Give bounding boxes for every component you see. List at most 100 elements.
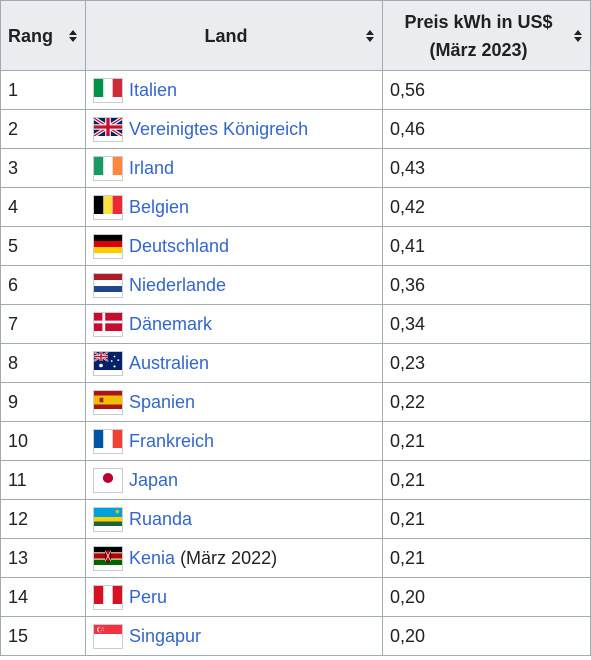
rang-column-header[interactable]: Rang [0,0,86,71]
country-link[interactable]: Deutschland [129,235,230,256]
country-link[interactable]: Frankreich [129,430,215,451]
rank-value: 9 [8,391,19,412]
price-cell: 0,36 [382,265,591,305]
denmark-flag-icon [93,311,123,337]
rank-cell: 14 [0,577,86,617]
country-cell: Italien [85,70,383,110]
belgium-flag-icon [93,194,123,220]
table-row: 8 Australien 0,23 [0,343,591,383]
country-link[interactable]: Peru [129,586,168,607]
country-cell: Kenia (März 2022) [85,538,383,578]
price-value: 0,23 [390,352,426,373]
country-link[interactable]: Niederlande [129,274,227,295]
country-cell: Vereinigtes Königreich [85,109,383,149]
price-value: 0,21 [390,430,426,451]
country-cell: Niederlande [85,265,383,305]
price-value: 0,36 [390,274,426,295]
price-value: 0,46 [390,118,426,139]
france-flag-icon [93,428,123,454]
price-value: 0,43 [390,157,426,178]
rank-value: 6 [8,274,19,295]
table-row: 6 Niederlande 0,36 [0,265,591,305]
table-row: 3 Irland 0,43 [0,148,591,188]
price-cell: 0,43 [382,148,591,188]
country-cell: Ruanda [85,499,383,539]
country-link[interactable]: Ruanda [129,508,193,529]
table-row: 15 Singapur 0,20 [0,616,591,656]
table-row: 14 Peru 0,20 [0,577,591,617]
price-header-line1: Preis kWh in US$ [404,11,553,32]
rank-cell: 7 [0,304,86,344]
rank-cell: 15 [0,616,86,656]
price-value: 0,41 [390,235,426,256]
rwanda-flag-icon [93,506,123,532]
rank-value: 1 [8,79,19,100]
rank-cell: 6 [0,265,86,305]
country-link[interactable]: Belgien [129,196,190,217]
price-cell: 0,46 [382,109,591,149]
australia-flag-icon [93,350,123,376]
country-cell: Singapur [85,616,383,656]
land-header-label: Land [204,25,248,46]
country-link[interactable]: Dänemark [129,313,213,334]
rank-value: 4 [8,196,19,217]
country-link[interactable]: Irland [129,157,175,178]
sort-icon[interactable] [68,29,78,42]
price-value: 0,20 [390,586,426,607]
rank-value: 2 [8,118,19,139]
price-cell: 0,21 [382,538,591,578]
rank-value: 7 [8,313,19,334]
land-column-header[interactable]: Land [85,0,383,71]
country-cell: Peru [85,577,383,617]
rank-cell: 12 [0,499,86,539]
country-link[interactable]: Japan [129,469,179,490]
rank-value: 3 [8,157,19,178]
table-row: 12 Ruanda 0,21 [0,499,591,539]
rank-cell: 4 [0,187,86,227]
country-link[interactable]: Italien [129,79,178,100]
sort-icon[interactable] [365,29,375,42]
price-column-header[interactable]: Preis kWh in US$ (März 2023) [382,0,591,71]
table-header-row: Rang Land Preis kWh in US$ (März 2023) [0,0,591,71]
country-link[interactable]: Spanien [129,391,196,412]
rank-cell: 8 [0,343,86,383]
rank-value: 8 [8,352,19,373]
rank-cell: 13 [0,538,86,578]
germany-flag-icon [93,233,123,259]
rank-value: 12 [8,508,29,529]
country-link[interactable]: Australien [129,352,210,373]
japan-flag-icon [93,467,123,493]
rank-value: 14 [8,586,29,607]
price-cell: 0,21 [382,460,591,500]
price-cell: 0,56 [382,70,591,110]
rank-cell: 11 [0,460,86,500]
country-link[interactable]: Vereinigtes Königreich [129,118,309,139]
rank-value: 5 [8,235,19,256]
table-row: 2 Vereinigtes Königreich 0,46 [0,109,591,149]
peru-flag-icon [93,584,123,610]
sort-icon[interactable] [573,29,583,42]
price-cell: 0,22 [382,382,591,422]
price-value: 0,42 [390,196,426,217]
price-value: 0,21 [390,469,426,490]
price-value: 0,21 [390,508,426,529]
price-value: 0,56 [390,79,426,100]
ireland-flag-icon [93,155,123,181]
uk-flag-icon [92,116,124,142]
rank-cell: 10 [0,421,86,461]
rank-cell: 5 [0,226,86,266]
country-link[interactable]: Singapur [129,625,202,646]
country-link[interactable]: Kenia [129,547,176,568]
italy-flag-icon [93,77,123,103]
singapore-flag-icon [93,623,123,649]
rang-header-label: Rang [8,25,53,46]
netherlands-flag-icon [93,272,123,298]
price-cell: 0,21 [382,499,591,539]
country-cell: Frankreich [85,421,383,461]
country-cell: Belgien [85,187,383,227]
table-row: 11 Japan 0,21 [0,460,591,500]
rank-value: 13 [8,547,29,568]
price-cell: 0,21 [382,421,591,461]
price-header-label: Preis kWh in US$ (März 2023) [390,8,567,64]
price-cell: 0,20 [382,577,591,617]
